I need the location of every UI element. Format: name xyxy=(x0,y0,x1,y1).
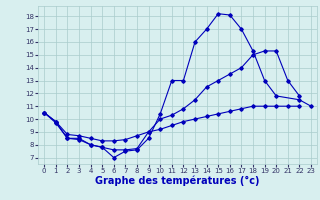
X-axis label: Graphe des températures (°c): Graphe des températures (°c) xyxy=(95,176,260,186)
